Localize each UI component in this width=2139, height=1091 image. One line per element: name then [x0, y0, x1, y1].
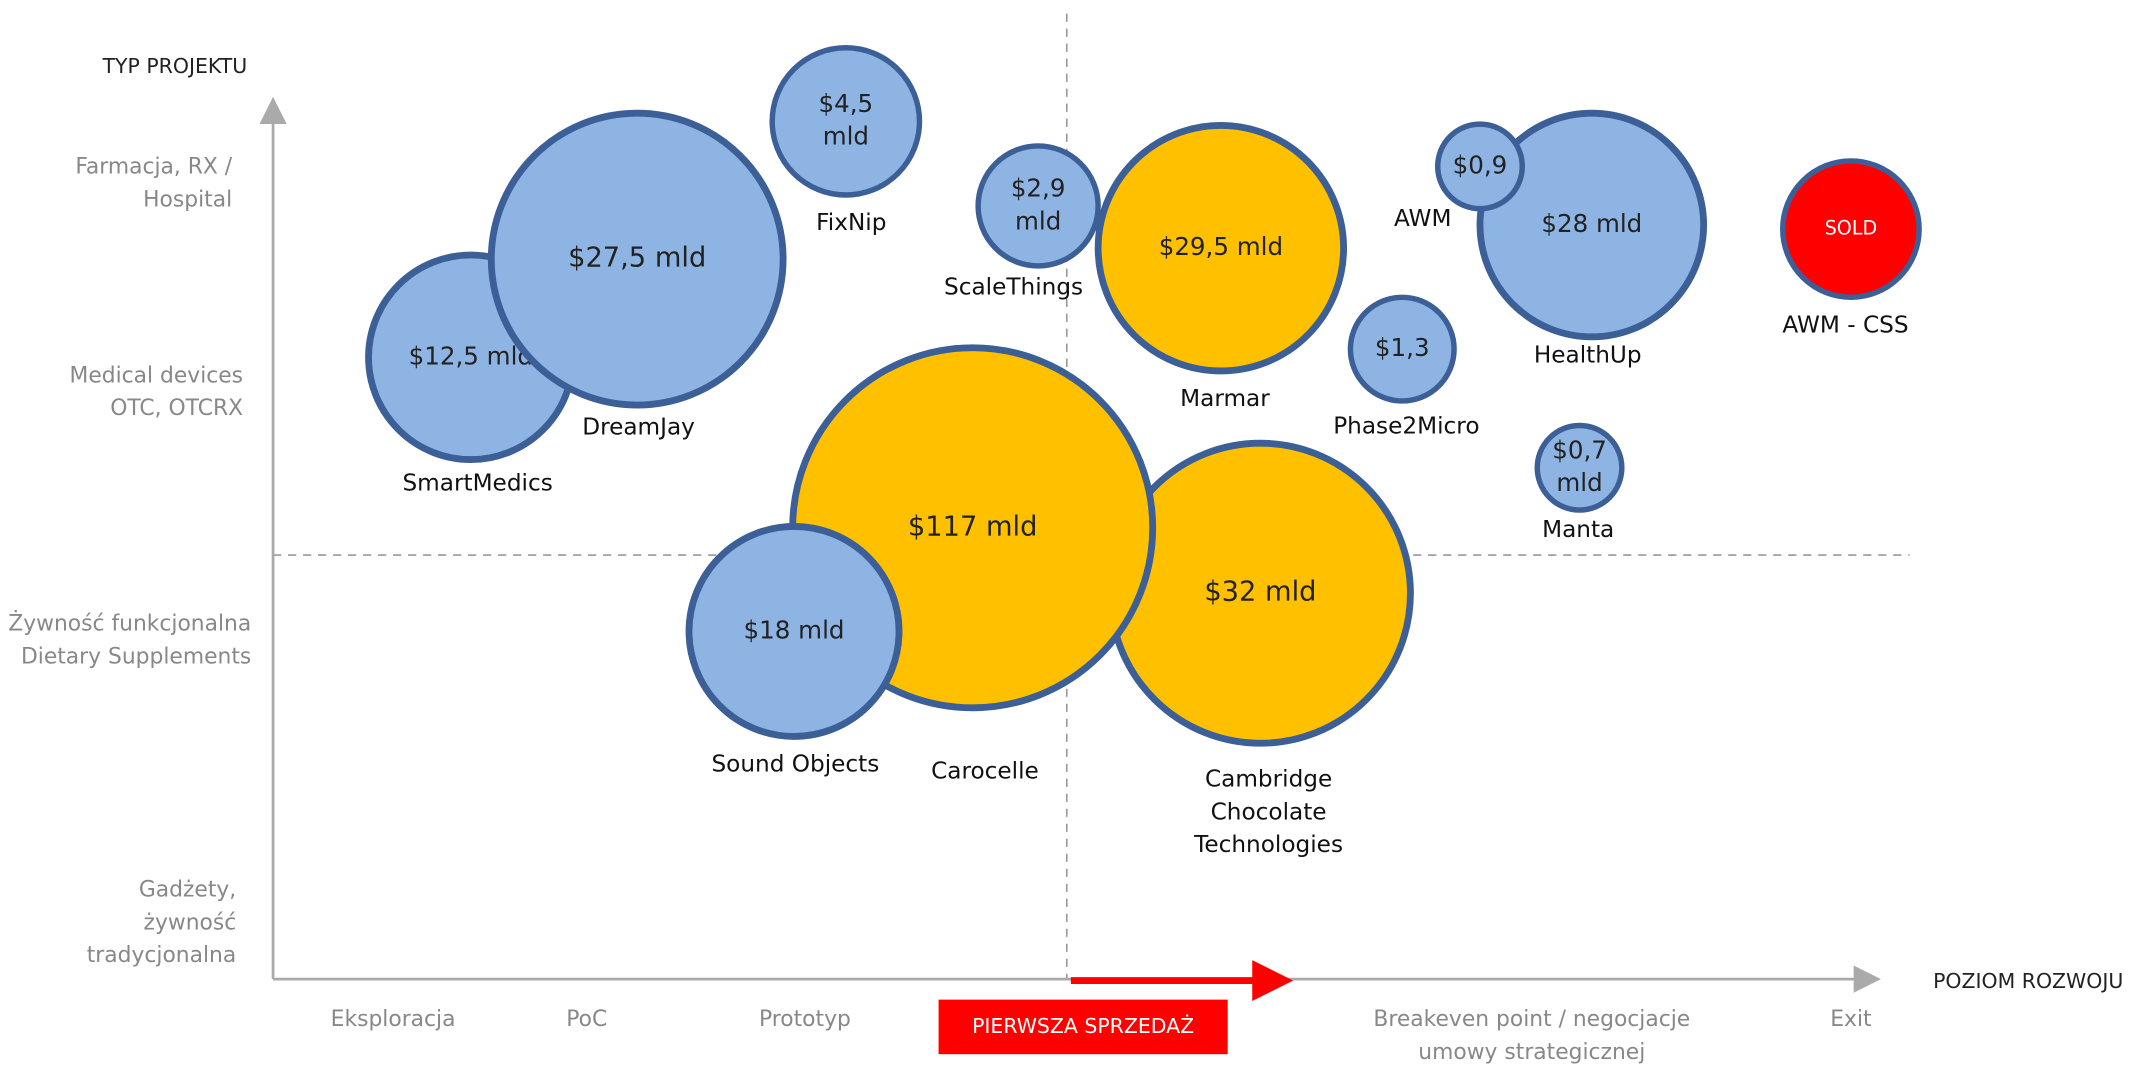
bubble-label: mld	[823, 122, 869, 151]
project-name: Phase2Micro	[1333, 412, 1479, 439]
bubble	[1434, 121, 1525, 212]
project-name: AWM	[1394, 205, 1452, 232]
project-name: FixNip	[816, 209, 886, 236]
y-axis-title: TYP PROJEKTU	[102, 54, 248, 78]
y-level-label: żywność	[144, 910, 237, 935]
bubble-label: $28 mld	[1541, 209, 1642, 238]
project-name: Technologies	[1193, 831, 1343, 858]
bubble-label: $117 mld	[908, 511, 1037, 542]
bubble-label: $32 mld	[1204, 577, 1316, 608]
project-name: Cambridge	[1205, 766, 1332, 793]
x-level-label: Prototyp	[759, 1007, 851, 1032]
bubble-label: $0,9	[1453, 150, 1508, 179]
bubble-label: $29,5 mld	[1159, 232, 1283, 261]
project-name: Carocelle	[931, 757, 1039, 784]
project-name: SmartMedics	[402, 470, 552, 497]
project-name: Sound Objects	[711, 751, 879, 778]
bubble	[685, 522, 903, 740]
bubble-label: $1,3	[1375, 333, 1430, 362]
bubble	[1094, 122, 1348, 375]
bubble-label: SOLD	[1825, 217, 1877, 240]
project-name: Chocolate	[1211, 798, 1327, 825]
bubble	[1476, 109, 1708, 341]
project-name: HealthUp	[1534, 341, 1642, 368]
project-name: ScaleThings	[944, 273, 1083, 300]
x-level-label: umowy strategicznej	[1418, 1040, 1645, 1065]
y-level-label: Farmacja, RX /	[75, 155, 232, 180]
bubble-label: $4,5	[819, 89, 874, 118]
y-level-label: Żywność funkcjonalna	[8, 611, 251, 637]
y-level-label: Medical devices	[70, 363, 244, 388]
y-level-label: Dietary Supplements	[21, 644, 251, 669]
bubble	[1780, 158, 1922, 301]
bubble-label: $27,5 mld	[568, 243, 706, 274]
y-level-label: Gadżety,	[139, 878, 236, 903]
bubble-label: $2,9	[1011, 174, 1066, 203]
bubble	[975, 143, 1101, 269]
x-level-label: PoC	[566, 1007, 607, 1032]
project-name: AWM - CSS	[1782, 311, 1908, 338]
bubble-label: $12,5 mld	[409, 341, 533, 370]
project-name: Marmar	[1180, 385, 1270, 412]
bubble-label: $18 mld	[744, 615, 845, 644]
y-level-label: Hospital	[143, 187, 232, 212]
bubble-label: $0,7	[1552, 435, 1607, 464]
highlight-box	[938, 999, 1228, 1055]
x-level-label: Exit	[1830, 1007, 1872, 1032]
bubble	[1347, 294, 1457, 404]
bubble	[1534, 422, 1625, 513]
x-level-label: Breakeven point / negocjacje	[1373, 1007, 1690, 1032]
bubble	[769, 45, 923, 198]
bubble	[487, 109, 787, 409]
project-name: DreamJay	[582, 414, 695, 441]
project-name: Manta	[1542, 516, 1614, 543]
bubble-label: mld	[1015, 206, 1061, 235]
x-axis-title: POZIOM ROZWOJU	[1933, 969, 2123, 993]
x-level-label: PIERWSZA SPRZEDAŻ	[972, 1013, 1194, 1038]
x-level-label: Eksploracja	[331, 1007, 456, 1032]
bubble-label: mld	[1556, 468, 1602, 497]
y-level-label: tradycjonalna	[87, 943, 236, 968]
y-level-label: OTC, OTCRX	[110, 396, 243, 421]
